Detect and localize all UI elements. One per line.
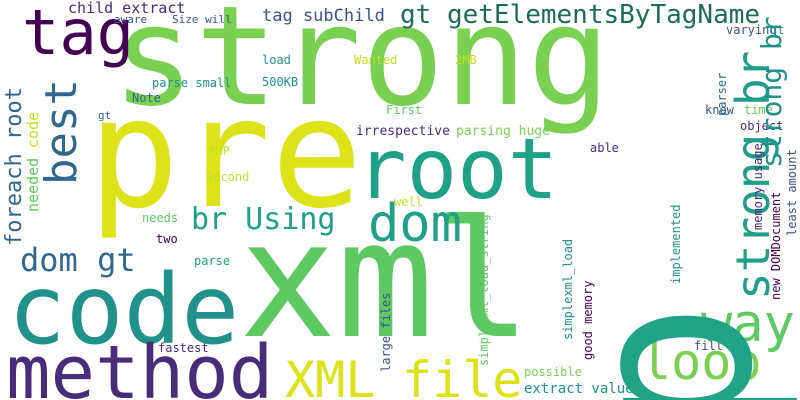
word-xml: xml (239, 187, 532, 375)
word-br-using: br Using (191, 202, 336, 237)
word-object: object (740, 119, 784, 133)
word-parser: parser (715, 72, 729, 116)
word-two: two (156, 232, 178, 246)
word-simplexml-load: simplexml_load (561, 238, 575, 340)
word-extract-values: extract values (524, 381, 643, 397)
word-best: best (36, 79, 87, 185)
word-load: load (262, 53, 291, 67)
word-gt-small: gt (98, 109, 112, 122)
word-irrespective: irrespective (356, 124, 450, 139)
word-parse: parse (194, 254, 231, 268)
word-know: know (705, 103, 734, 117)
word-gt-getelementsbytagname: gt getElementsByTagName (400, 0, 761, 30)
word-note: Note (132, 91, 161, 105)
word-simplexml-load-string: simplexml_load_string (477, 214, 491, 366)
word-pre: pre (88, 65, 363, 242)
word-tag-subchild: tag subChild (262, 6, 385, 26)
word-2mb: 2MB (455, 53, 477, 67)
word-parse-small: parse small (152, 76, 232, 90)
word-needs: needs (142, 211, 179, 225)
word-memory-usage: memory usage (751, 143, 765, 230)
word-code-small: code (24, 111, 42, 148)
word-parsing-huge: parsing huge (456, 124, 550, 139)
word-strong: strong (112, 0, 611, 137)
word-tag: tag (22, 0, 134, 69)
word-child-extract: child extract (68, 0, 186, 17)
word-way: way (701, 294, 795, 354)
word-php: PHP (208, 144, 230, 158)
word-aware: aware (114, 13, 148, 26)
word-loop: loop (641, 333, 762, 391)
word-good-memory: good memory (581, 280, 595, 360)
word-large-files: large files (379, 292, 393, 372)
word-time: time (744, 103, 773, 117)
word-size-will: Size will (172, 13, 232, 26)
word-new-domdocument: new DOMDocument (769, 191, 783, 300)
word-gt: gt (770, 23, 785, 37)
word-second: Second (206, 170, 250, 184)
word-code: code (8, 254, 240, 366)
word-fill: fill (694, 339, 723, 353)
word-implemented: implemented (669, 204, 683, 284)
word-dom: dom (368, 194, 462, 254)
word-wanted: Wanted (354, 53, 398, 67)
word-possible: possible (524, 365, 582, 379)
word-fastest: fastest (158, 341, 209, 355)
word-varying: varying (726, 23, 777, 37)
word-first: First (386, 103, 423, 117)
word-dom-gt: dom gt (20, 241, 136, 279)
word-well: well (394, 195, 423, 209)
word-file: file (402, 351, 523, 400)
word-500kb: 500KB (262, 75, 299, 89)
word-needed: needed (24, 157, 42, 212)
word-able: able (590, 141, 619, 155)
word-root: root (356, 120, 559, 218)
word-xml-caps: XML (285, 351, 376, 400)
word-method: method (6, 330, 274, 400)
word-least-amount: least amount (785, 149, 799, 236)
word-foreach-root: foreach root (2, 87, 27, 246)
